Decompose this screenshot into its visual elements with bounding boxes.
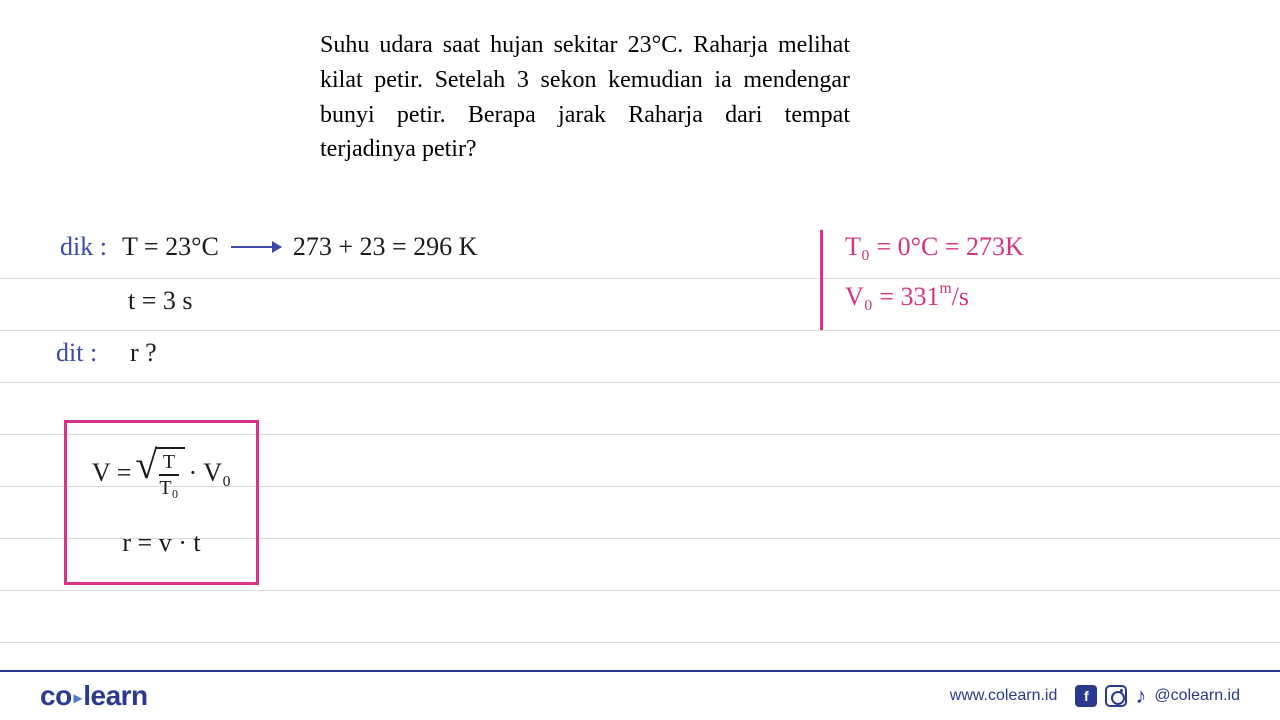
- reference-v0: V₀ = 331m/s: [845, 282, 969, 312]
- facebook-icon: f: [1075, 685, 1097, 707]
- social-icons: f ♪ @colearn.id: [1075, 683, 1240, 709]
- frac-denominator: T₀: [159, 477, 178, 499]
- footer: co▸learn www.colearn.id f ♪ @colearn.id: [0, 670, 1280, 720]
- formula-v-lhs: V =: [92, 458, 131, 488]
- reference-t0: T₀ = 0°C = 273K: [845, 232, 1024, 262]
- worksheet-area: Suhu udara saat hujan sekitar 23°C. Raha…: [0, 0, 1280, 670]
- footer-handle: @colearn.id: [1154, 687, 1240, 705]
- ruled-line: [0, 330, 1280, 331]
- v0-value: V₀ = 331: [845, 282, 940, 311]
- formula-distance: r = v · t: [122, 528, 200, 558]
- logo-co: co: [40, 680, 72, 711]
- logo-dot-icon: ▸: [72, 690, 84, 707]
- formula-velocity: V = √ T T₀ · V₀: [92, 447, 231, 499]
- logo-learn: learn: [83, 680, 147, 711]
- given-label: dik :: [60, 232, 107, 262]
- given-time: t = 3 s: [128, 286, 193, 316]
- instagram-icon: [1105, 685, 1127, 707]
- sqrt-icon: √ T T₀: [135, 447, 184, 499]
- asked-label: dit :: [56, 338, 97, 368]
- arrow-icon: [231, 246, 281, 248]
- reference-divider: [820, 230, 823, 330]
- ruled-line: [0, 642, 1280, 643]
- footer-right: www.colearn.id f ♪ @colearn.id: [950, 683, 1240, 709]
- asked-value: r ?: [130, 338, 157, 368]
- given-temperature: T = 23°C 273 + 23 = 296 K: [122, 232, 477, 262]
- problem-statement: Suhu udara saat hujan sekitar 23°C. Raha…: [320, 28, 850, 167]
- fraction-bar: [159, 474, 178, 476]
- tiktok-icon: ♪: [1135, 683, 1146, 709]
- logo: co▸learn: [40, 680, 148, 712]
- temp-celsius: T = 23°C: [122, 232, 219, 262]
- ruled-line: [0, 590, 1280, 591]
- footer-url: www.colearn.id: [950, 687, 1058, 705]
- ruled-line: [0, 382, 1280, 383]
- formula-v-rhs: · V₀: [189, 458, 232, 488]
- frac-numerator: T: [163, 451, 175, 473]
- temp-kelvin: 273 + 23 = 296 K: [293, 232, 478, 262]
- formula-box: V = √ T T₀ · V₀ r = v · t: [64, 420, 259, 585]
- ruled-line: [0, 278, 1280, 279]
